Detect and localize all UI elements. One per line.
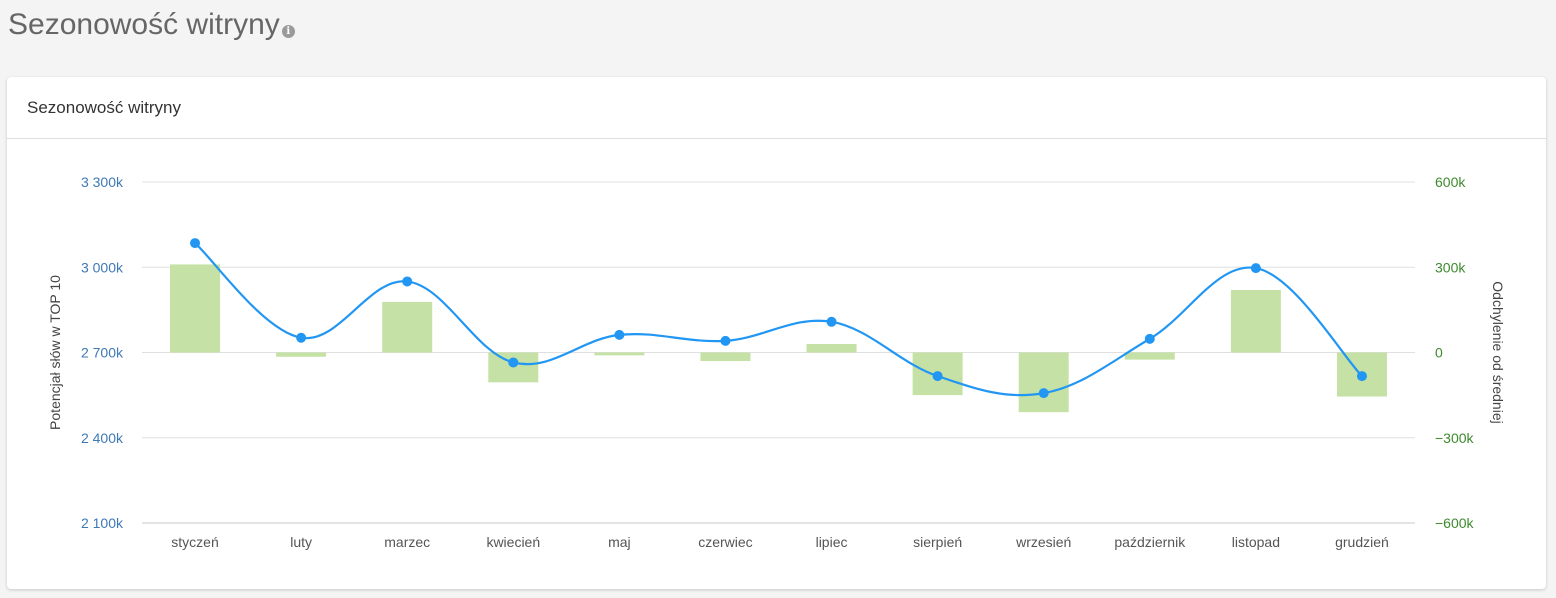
left-tick-label: 3 000k bbox=[81, 259, 124, 275]
potential-line bbox=[194, 242, 1363, 397]
month-label: styczeń bbox=[171, 534, 218, 550]
month-label: maj bbox=[608, 534, 631, 550]
card-title: Sezonowość witryny bbox=[27, 97, 182, 117]
potential-point bbox=[1250, 263, 1261, 274]
potential-point bbox=[402, 276, 413, 287]
potential-point bbox=[826, 316, 837, 327]
page-title: Sezonowość witryny i bbox=[8, 8, 295, 42]
right-tick-label: 600k bbox=[1435, 174, 1466, 190]
right-tick-label: 0 bbox=[1435, 345, 1443, 361]
left-tick-label: 3 300k bbox=[81, 174, 124, 190]
deviation-bar bbox=[1230, 289, 1281, 353]
month-label: sierpień bbox=[913, 534, 962, 550]
deviation-bar bbox=[382, 301, 433, 353]
potential-point bbox=[508, 357, 519, 368]
potential-point bbox=[190, 238, 201, 249]
month-label: grudzień bbox=[1335, 534, 1389, 550]
left-tick-label: 2 400k bbox=[81, 430, 124, 446]
month-label: listopad bbox=[1232, 534, 1280, 550]
right-tick-label: 300k bbox=[1435, 259, 1466, 275]
card-header: Sezonowość witryny bbox=[7, 77, 1546, 139]
potential-point bbox=[614, 329, 625, 340]
left-tick-label: 2 700k bbox=[81, 345, 124, 361]
deviation-bar bbox=[1018, 352, 1069, 413]
month-label: październik bbox=[1114, 534, 1186, 550]
deviation-bar bbox=[276, 352, 327, 357]
potential-point bbox=[296, 332, 307, 343]
potential-point bbox=[1356, 371, 1367, 382]
month-label: kwiecień bbox=[486, 534, 540, 550]
month-label: lipiec bbox=[816, 534, 848, 550]
right-axis-title: Odchylenie od średniej bbox=[1490, 281, 1506, 423]
potential-point bbox=[932, 371, 943, 382]
deviation-bar bbox=[170, 264, 221, 353]
deviation-bar bbox=[1124, 352, 1175, 360]
left-axis-title: Potencjał słów w TOP 10 bbox=[47, 275, 63, 430]
potential-point bbox=[720, 335, 731, 346]
right-tick-label: −600k bbox=[1435, 515, 1475, 531]
chart-card: Sezonowość witryny bbox=[7, 77, 1546, 589]
page-title-text: Sezonowość witryny bbox=[8, 8, 280, 41]
deviation-bar bbox=[700, 352, 751, 362]
month-label: luty bbox=[290, 534, 312, 550]
potential-point bbox=[1144, 333, 1155, 344]
month-label: wrzesień bbox=[1015, 534, 1071, 550]
deviation-bar bbox=[594, 352, 645, 356]
right-tick-label: −300k bbox=[1435, 430, 1475, 446]
potential-point bbox=[1038, 388, 1049, 399]
left-tick-label: 2 100k bbox=[81, 515, 124, 531]
month-label: czerwiec bbox=[698, 534, 752, 550]
deviation-bar bbox=[806, 343, 857, 353]
info-icon[interactable]: i bbox=[281, 25, 295, 38]
month-label: marzec bbox=[384, 534, 430, 550]
